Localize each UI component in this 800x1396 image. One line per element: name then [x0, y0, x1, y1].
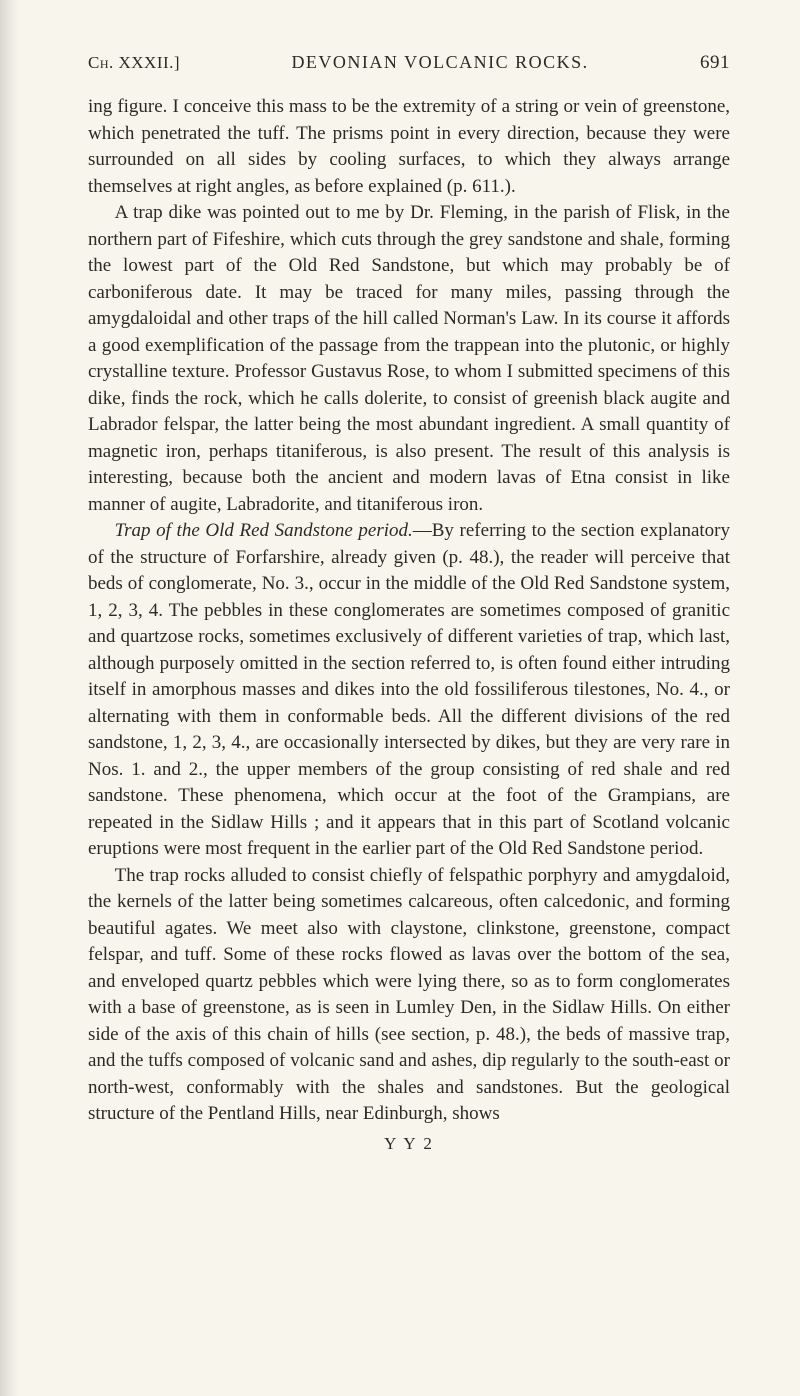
- running-head: Ch. XXXII.] DEVONIAN VOLCANIC ROCKS. 691: [88, 52, 730, 74]
- paragraph: Trap of the Old Red Sandstone period.—By…: [88, 518, 730, 863]
- running-title: DEVONIAN VOLCANIC ROCKS.: [180, 52, 700, 73]
- body-text: ing figure. I conceive this mass to be t…: [88, 94, 730, 1155]
- paragraph: The trap rocks alluded to consist chiefl…: [88, 863, 730, 1128]
- paragraph: ing figure. I conceive this mass to be t…: [88, 94, 730, 200]
- signature-mark: Y Y 2: [88, 1132, 730, 1156]
- paragraph: A trap dike was pointed out to me by Dr.…: [88, 200, 730, 518]
- italic-lead: Trap of the Old Red Sandstone period.: [115, 520, 413, 541]
- chapter-marker: Ch. XXXII.]: [88, 53, 180, 73]
- page: Ch. XXXII.] DEVONIAN VOLCANIC ROCKS. 691…: [0, 0, 800, 1396]
- page-number: 691: [700, 52, 730, 74]
- binding-shadow: [0, 0, 18, 1396]
- paragraph-rest: —By referring to the section explanatory…: [88, 520, 730, 859]
